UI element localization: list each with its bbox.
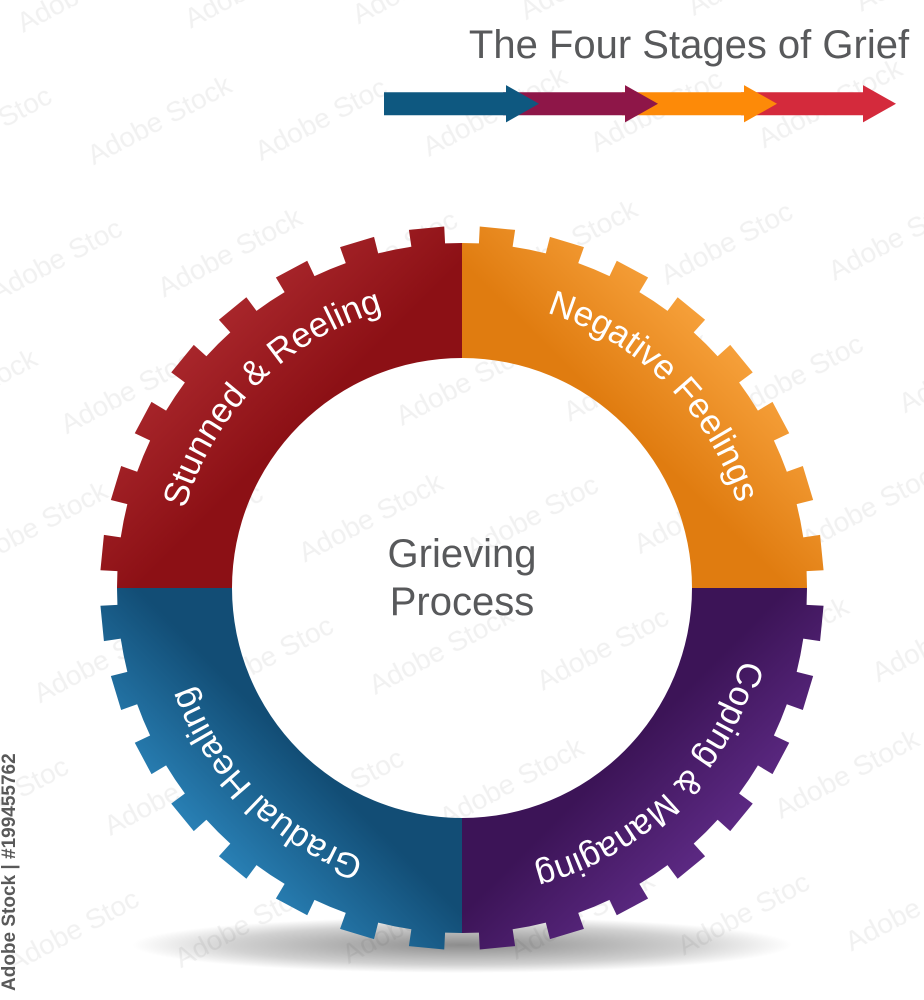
svg-text:Adobe Stock | #199455762: Adobe Stock | #199455762: [0, 753, 20, 991]
